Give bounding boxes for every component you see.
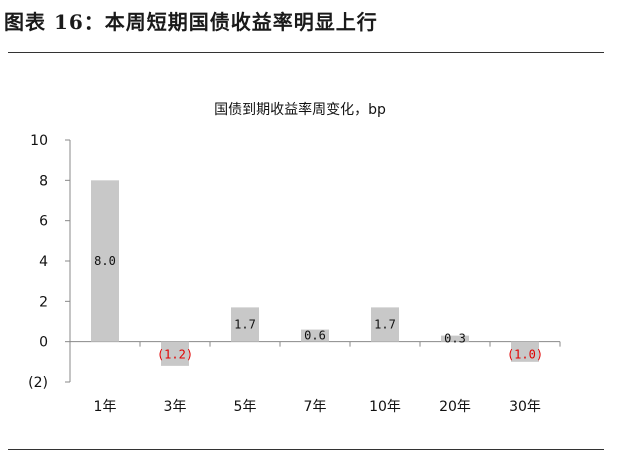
chart-axes: 10 8 6 4 2 0 (2) [28, 133, 561, 391]
x-category-label: 10年 [369, 399, 401, 415]
bottom-rule [8, 449, 604, 450]
bar [301, 329, 329, 342]
bar [161, 341, 189, 366]
bar [441, 335, 469, 342]
y-tick-label: 0 [39, 335, 48, 351]
data-label: 8.0 [94, 254, 116, 268]
y-tick-label: 2 [39, 294, 48, 310]
x-category-label: 3年 [164, 399, 187, 415]
chart-bars [91, 180, 539, 366]
data-label: 1.7 [374, 318, 396, 332]
data-label: 1.7 [234, 318, 256, 332]
data-label: (1.0) [507, 348, 543, 362]
data-label: (1.2) [157, 348, 193, 362]
figure-title: 图表 16：本周短期国债收益率明显上行 [4, 10, 378, 34]
y-tick-label: 6 [39, 214, 48, 230]
bar [371, 307, 399, 342]
y-tick-label: (2) [28, 375, 48, 391]
x-category-label: 7年 [304, 399, 327, 415]
bar [231, 307, 259, 342]
data-label: 0.6 [304, 329, 326, 343]
chart-labels: 8.0 1年 (1.2) 3年 1.7 5年 0.6 7年 1.7 10年 0.3 20年 (1.0) 3… [94, 254, 544, 415]
data-label: 0.3 [444, 332, 466, 346]
chart-title: 国债到期收益率周变化，bp [214, 101, 386, 118]
bar [511, 341, 539, 362]
bar [91, 180, 119, 342]
top-rule [8, 52, 604, 53]
x-category-label: 30年 [509, 399, 541, 415]
y-tick-label: 4 [39, 254, 48, 270]
x-category-label: 1年 [94, 399, 117, 415]
x-category-label: 5年 [234, 399, 257, 415]
y-tick-label: 10 [30, 133, 48, 149]
x-category-label: 20年 [439, 399, 471, 415]
y-tick-label: 8 [39, 173, 48, 189]
